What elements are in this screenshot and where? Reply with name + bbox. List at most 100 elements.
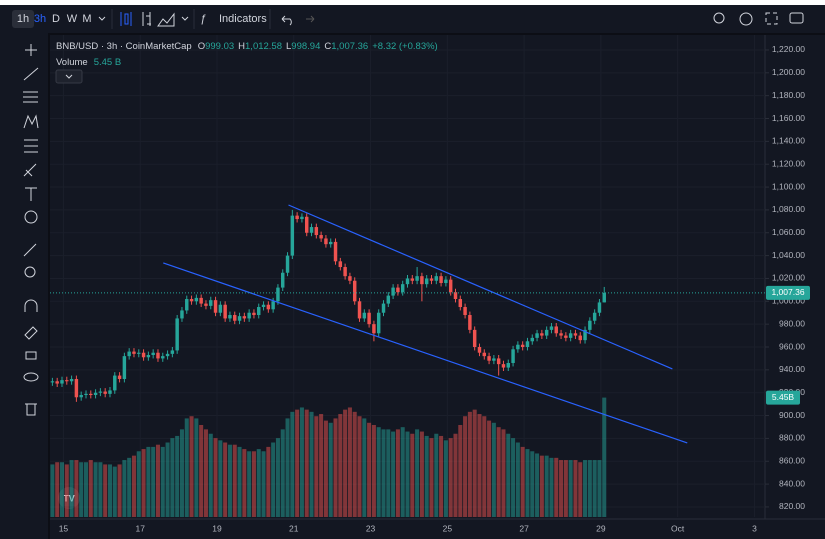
search-icon[interactable] — [713, 12, 725, 24]
y-tick-label: 1,020.00 — [772, 273, 805, 283]
indicators-button[interactable]: Indicators — [219, 13, 267, 25]
collapse-button[interactable] — [55, 69, 83, 84]
volume-bar — [323, 420, 328, 517]
ohlc-name: O — [198, 41, 205, 52]
text-tool[interactable] — [25, 187, 37, 201]
projection-tool[interactable] — [24, 139, 38, 153]
fullscreen-icon[interactable] — [765, 12, 778, 25]
volume-bar — [314, 416, 319, 517]
volume-bar — [429, 438, 434, 517]
volume-bar — [199, 424, 204, 517]
candle-body — [276, 287, 280, 302]
chart-type-icon[interactable] — [142, 12, 151, 26]
volume-bar — [544, 455, 549, 517]
volume-bar — [424, 435, 429, 517]
candle-body — [511, 349, 515, 363]
ohlc-value: 999.03 — [205, 41, 234, 52]
snapshot-icon[interactable] — [789, 12, 804, 24]
y-tick-label: 940.00 — [779, 364, 805, 374]
volume-bar — [496, 427, 501, 517]
last-price-label: 1,007.36 — [771, 287, 804, 297]
lock-drawing-tool[interactable] — [24, 326, 38, 340]
volume-bar — [328, 422, 333, 517]
undo-icon[interactable] — [281, 15, 292, 26]
dropdown-icon[interactable] — [181, 16, 189, 21]
plot-layer: 1,220.00 1,200.00 1,180.00 1,160.00 1,140.00… — [50, 35, 810, 533]
interval[interactable]: D — [52, 13, 60, 25]
zoom-tool[interactable] — [24, 266, 36, 278]
candle-type-icon[interactable] — [120, 12, 132, 26]
candle-body — [482, 352, 487, 357]
candle-body — [175, 318, 179, 351]
pattern-tool[interactable] — [23, 114, 39, 129]
volume-bar — [232, 444, 237, 517]
volume-bar — [386, 429, 391, 517]
volume-bar — [275, 438, 280, 517]
volume-bar — [146, 446, 151, 517]
candle-body — [281, 272, 285, 288]
candle-body — [400, 284, 405, 293]
crosshair-tool[interactable] — [25, 44, 37, 56]
volume-bar — [247, 451, 252, 517]
interval[interactable]: 3h — [34, 13, 46, 25]
volume-bar — [79, 462, 84, 517]
volume-bar — [117, 464, 122, 517]
candle-body — [549, 326, 554, 330]
candle-body — [559, 333, 563, 336]
volume-bar — [568, 460, 573, 517]
y-tick-label: 1,080.00 — [772, 204, 805, 214]
candle-body — [448, 279, 453, 293]
candle-body — [295, 215, 299, 220]
candle-body — [343, 267, 347, 277]
volume-bar — [472, 409, 477, 517]
redo-icon[interactable] — [306, 15, 315, 23]
settings-icon[interactable] — [739, 12, 753, 26]
delete-tool[interactable] — [25, 403, 37, 416]
magnet-tool[interactable] — [24, 299, 38, 312]
volume-bar — [237, 446, 242, 517]
ruler-tool[interactable] — [23, 243, 37, 257]
y-tick-label: 880.00 — [779, 433, 805, 443]
volume-bar — [458, 424, 463, 517]
volume-bar — [333, 418, 338, 517]
interval[interactable]: W — [67, 13, 78, 25]
logo-mark: TV — [63, 493, 75, 503]
icon-tool[interactable] — [24, 210, 38, 224]
trendline-tool[interactable] — [23, 67, 39, 81]
volume-bar — [443, 440, 448, 517]
y-tick-label: 1,140.00 — [772, 136, 805, 146]
volume-bar — [434, 433, 439, 517]
candle-body — [204, 303, 208, 306]
volume-bar — [184, 418, 189, 517]
fib-tool[interactable] — [23, 91, 38, 103]
brush-tool[interactable] — [23, 163, 37, 177]
candle-body — [252, 312, 256, 316]
candle-body — [324, 238, 328, 245]
y-tick-label: 1,120.00 — [772, 158, 805, 168]
candle-body — [98, 391, 103, 393]
lock-tool[interactable] — [25, 351, 37, 360]
fx-icon[interactable]: ƒ — [200, 13, 206, 25]
visibility-tool[interactable] — [23, 372, 39, 382]
dropdown-icon[interactable] — [98, 16, 106, 21]
area-icon[interactable] — [157, 12, 175, 27]
volume-bar — [453, 433, 458, 517]
volume-value: 5.45 B — [94, 57, 121, 68]
top-border — [0, 0, 825, 5]
candle-body — [544, 329, 549, 336]
volume-bar — [482, 416, 487, 517]
interval[interactable]: M — [82, 13, 91, 25]
volume-bar — [304, 409, 309, 517]
interval[interactable]: 1h — [17, 13, 29, 25]
y-tick-label: 960.00 — [779, 341, 805, 351]
ohlc-name: H — [238, 41, 245, 52]
candle-body — [434, 276, 439, 281]
volume-bar — [592, 460, 597, 517]
volume-bar — [208, 433, 213, 517]
volume-bar — [587, 460, 592, 517]
ohlc-name: C — [324, 41, 331, 52]
volume-bar — [367, 422, 372, 517]
collapse-icon[interactable] — [65, 74, 73, 79]
y-tick-label: 1,160.00 — [772, 113, 805, 123]
volume-bar — [242, 449, 247, 517]
